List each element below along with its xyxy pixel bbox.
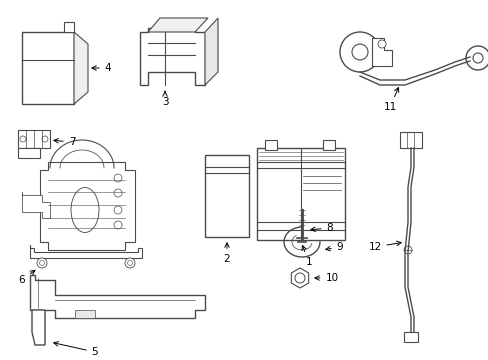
Text: 2: 2 xyxy=(223,243,230,264)
Bar xyxy=(22,32,74,104)
Circle shape xyxy=(294,273,305,283)
Polygon shape xyxy=(371,38,391,66)
Polygon shape xyxy=(148,18,207,32)
Circle shape xyxy=(20,136,26,142)
Text: 9: 9 xyxy=(325,242,343,252)
Circle shape xyxy=(40,261,44,266)
Polygon shape xyxy=(30,275,204,318)
Bar xyxy=(399,132,421,148)
Text: 6: 6 xyxy=(19,270,35,285)
Circle shape xyxy=(351,44,367,60)
Bar xyxy=(403,332,417,342)
Polygon shape xyxy=(40,162,135,250)
Polygon shape xyxy=(140,28,204,85)
Bar xyxy=(18,148,40,158)
Text: 4: 4 xyxy=(92,63,111,73)
Bar xyxy=(204,155,248,237)
Polygon shape xyxy=(74,32,88,104)
Circle shape xyxy=(114,174,122,182)
Polygon shape xyxy=(64,22,74,32)
Polygon shape xyxy=(75,310,95,318)
Ellipse shape xyxy=(71,188,99,233)
Text: 3: 3 xyxy=(162,91,168,107)
Circle shape xyxy=(125,258,135,268)
Circle shape xyxy=(127,261,132,266)
Bar xyxy=(18,130,50,148)
Text: 10: 10 xyxy=(314,273,338,283)
Polygon shape xyxy=(30,245,142,258)
Circle shape xyxy=(114,221,122,229)
Polygon shape xyxy=(22,192,50,218)
Circle shape xyxy=(114,206,122,214)
Circle shape xyxy=(465,46,488,70)
Text: 1: 1 xyxy=(302,246,312,267)
Bar xyxy=(264,140,276,150)
Circle shape xyxy=(42,136,48,142)
Polygon shape xyxy=(291,268,308,288)
Text: 8: 8 xyxy=(310,223,333,233)
Bar xyxy=(257,148,345,240)
Circle shape xyxy=(377,40,385,48)
Circle shape xyxy=(37,258,47,268)
Circle shape xyxy=(339,32,379,72)
Text: 5: 5 xyxy=(54,342,98,357)
Polygon shape xyxy=(32,310,45,345)
Circle shape xyxy=(472,53,482,63)
Circle shape xyxy=(403,246,411,254)
Circle shape xyxy=(114,189,122,197)
Bar xyxy=(323,140,334,150)
Polygon shape xyxy=(204,18,218,85)
Text: 11: 11 xyxy=(383,87,398,112)
Text: 7: 7 xyxy=(54,137,75,147)
Text: 12: 12 xyxy=(367,241,400,252)
